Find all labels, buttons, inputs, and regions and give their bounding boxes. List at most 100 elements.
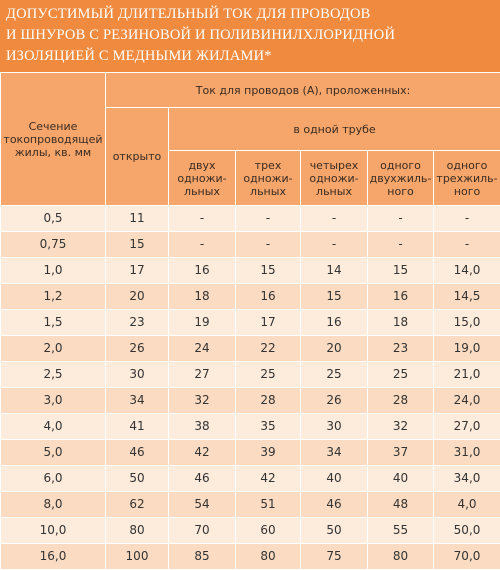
current-cell: 46 <box>301 492 368 518</box>
current-cell: 25 <box>368 362 434 388</box>
section-cell: 3,0 <box>1 388 106 414</box>
current-cell: 17 <box>236 310 301 336</box>
current-cell: 27,0 <box>434 414 500 440</box>
current-cell: 23 <box>368 336 434 362</box>
current-cell: - <box>301 206 368 232</box>
current-cell: 14,5 <box>434 284 500 310</box>
current-cell: - <box>434 206 500 232</box>
current-cell: 35 <box>236 414 301 440</box>
column-header: одного трехжиль- ного <box>434 151 500 206</box>
section-cell: 16,0 <box>1 544 106 570</box>
current-cell: 15,0 <box>434 310 500 336</box>
current-cell: - <box>301 232 368 258</box>
current-cell: 46 <box>169 466 236 492</box>
current-cell: 34,0 <box>434 466 500 492</box>
current-cell: 70,0 <box>434 544 500 570</box>
current-cell: 85 <box>169 544 236 570</box>
current-cell: 18 <box>368 310 434 336</box>
current-cell: 31,0 <box>434 440 500 466</box>
section-cell: 0,5 <box>1 206 106 232</box>
current-cell: 34 <box>301 440 368 466</box>
open-header: открыто <box>106 108 169 206</box>
current-cell: 28 <box>236 388 301 414</box>
title: ДОПУСТИМЫЙ ДЛИТЕЛЬНЫЙ ТОК ДЛЯ ПРОВОДОВ И… <box>0 0 500 72</box>
current-cell: 15 <box>301 284 368 310</box>
title-line: ИЗОЛЯЦИЕЙ С МЕДНЫМИ ЖИЛАМИ* <box>6 46 494 67</box>
current-cell: 75 <box>301 544 368 570</box>
current-cell: 40 <box>368 466 434 492</box>
pipe-header: в одной трубе <box>169 108 500 151</box>
current-cell: 51 <box>236 492 301 518</box>
current-header: Ток для проводов (А), проложенных: <box>106 73 500 108</box>
current-cell: 30 <box>106 362 169 388</box>
current-cell: 24 <box>169 336 236 362</box>
current-cell: 80 <box>236 544 301 570</box>
current-cell: 50 <box>301 518 368 544</box>
current-cell: 28 <box>368 388 434 414</box>
current-cell: 30 <box>301 414 368 440</box>
current-cell: 16 <box>169 258 236 284</box>
current-cell: 25 <box>236 362 301 388</box>
current-cell: 37 <box>368 440 434 466</box>
section-cell: 1,2 <box>1 284 106 310</box>
current-cell: 15 <box>368 258 434 284</box>
current-cell: 32 <box>169 388 236 414</box>
current-cell: 16 <box>368 284 434 310</box>
current-cell: 32 <box>368 414 434 440</box>
section-header: Сечение токопроводящей жилы, кв. мм <box>1 73 106 206</box>
current-cell: 40 <box>301 466 368 492</box>
column-header: двух одножи- льных <box>169 151 236 206</box>
current-cell: 39 <box>236 440 301 466</box>
current-cell: 19 <box>169 310 236 336</box>
section-cell: 8,0 <box>1 492 106 518</box>
current-cell: 21,0 <box>434 362 500 388</box>
current-cell: 22 <box>236 336 301 362</box>
current-cell: - <box>368 206 434 232</box>
current-cell: 26 <box>301 388 368 414</box>
table-head: Сечение токопроводящей жилы, кв. мм Ток … <box>1 73 500 206</box>
current-cell: 20 <box>106 284 169 310</box>
current-cell: - <box>236 232 301 258</box>
current-cell: 54 <box>169 492 236 518</box>
section-cell: 0,75 <box>1 232 106 258</box>
current-cell: - <box>434 232 500 258</box>
section-cell: 6,0 <box>1 466 106 492</box>
title-line: И ШНУРОВ С РЕЗИНОВОЙ И ПОЛИВИНИЛХЛОРИДНО… <box>6 25 494 46</box>
current-cell: 15 <box>236 258 301 284</box>
current-cell: 50 <box>106 466 169 492</box>
current-cell: 4,0 <box>434 492 500 518</box>
current-cell: 50,0 <box>434 518 500 544</box>
section-cell: 1,0 <box>1 258 106 284</box>
current-cell: - <box>169 232 236 258</box>
current-cell: 23 <box>106 310 169 336</box>
current-table: Сечение токопроводящей жилы, кв. мм Ток … <box>0 72 500 570</box>
current-cell: 80 <box>106 518 169 544</box>
current-cell: 17 <box>106 258 169 284</box>
current-cell: - <box>169 206 236 232</box>
current-cell: - <box>236 206 301 232</box>
current-cell: - <box>368 232 434 258</box>
column-header: трех одножи- льных <box>236 151 301 206</box>
column-header: четырех одножи- льных <box>301 151 368 206</box>
current-cell: 27 <box>169 362 236 388</box>
title-line: ДОПУСТИМЫЙ ДЛИТЕЛЬНЫЙ ТОК ДЛЯ ПРОВОДОВ <box>6 4 494 25</box>
section-cell: 4,0 <box>1 414 106 440</box>
current-cell: 38 <box>169 414 236 440</box>
section-cell: 10,0 <box>1 518 106 544</box>
current-cell: 34 <box>106 388 169 414</box>
section-cell: 1,5 <box>1 310 106 336</box>
current-cell: 42 <box>236 466 301 492</box>
